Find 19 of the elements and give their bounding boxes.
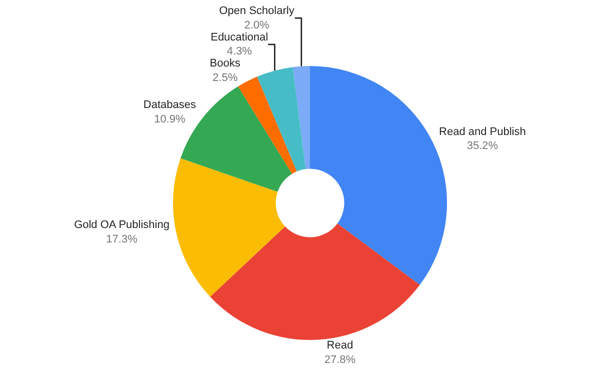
slice-label: Books (210, 58, 241, 70)
data-label: 4.3% (226, 46, 252, 58)
donut-slice (173, 158, 286, 297)
donut-slice (257, 67, 306, 172)
data-label: 2.5% (212, 72, 238, 84)
slice-label: Read and Publish (439, 126, 526, 138)
data-label: 2.0% (244, 19, 270, 32)
slice-label: Educational (210, 31, 268, 44)
donut-slice (292, 66, 310, 170)
slice-label: Read (326, 340, 354, 352)
data-label: 35.2% (466, 140, 498, 152)
donut-slice (238, 76, 297, 174)
slice-label: Databases (143, 99, 197, 112)
data-label: 10.9% (154, 113, 186, 126)
slice-label: Gold OA Publishing (74, 219, 170, 232)
donut-slice (210, 223, 420, 340)
data-label: 17.3% (106, 233, 138, 246)
slice-label: Open Scholarly (219, 4, 295, 17)
data-label: 27.8% (324, 354, 356, 366)
